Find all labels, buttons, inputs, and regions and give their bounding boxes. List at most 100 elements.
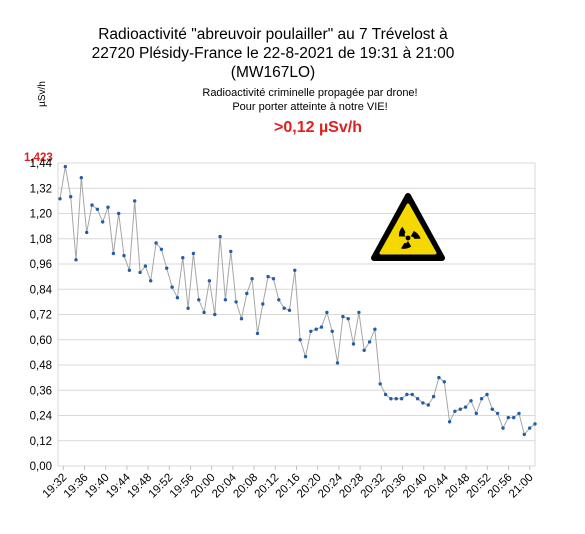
data-point [314, 327, 318, 331]
data-point [85, 230, 89, 235]
data-point [437, 375, 441, 380]
data-point [319, 325, 324, 329]
y-tick-label: 0,24 [30, 411, 53, 423]
data-point [63, 164, 67, 169]
data-point [474, 411, 478, 416]
data-point [373, 327, 377, 331]
y-tick-label: 0,36 [30, 385, 52, 397]
data-point [431, 394, 436, 399]
data-point [341, 314, 345, 319]
threshold-highlight: >0,12 µSv/h [274, 119, 362, 136]
title-line-2: 22720 Plésidy-France le 22-8-2021 de 19:… [92, 45, 455, 62]
data-point [117, 211, 121, 216]
data-point [239, 317, 244, 321]
y-tick-label: 0,84 [30, 284, 53, 296]
data-point [138, 270, 142, 275]
data-point [282, 306, 286, 310]
data-point [506, 415, 510, 420]
data-point [415, 397, 420, 401]
y-axis-ticks: 0,00 0,12 0,24 0,36 0,48 0,60 0,72 0,84 0,96 1,08… [30, 158, 53, 473]
x-axis-ticks: 19:3219:3619:4019:4419:4819:5219:5620:00… [41, 466, 536, 500]
data-point [207, 279, 212, 283]
title-line-3: (MW167LO) [231, 64, 315, 81]
data-point [405, 392, 409, 397]
data-point [330, 329, 334, 333]
data-point [394, 397, 398, 401]
data-point [453, 409, 457, 413]
data-point [277, 298, 281, 302]
data-point [421, 401, 425, 405]
data-point [127, 268, 132, 272]
data-point [181, 256, 185, 260]
data-point [303, 354, 308, 359]
data-point [149, 279, 153, 283]
data-point [447, 420, 452, 424]
data-point [101, 220, 105, 224]
data-point [213, 312, 217, 317]
data-point [410, 392, 414, 397]
y-tick-label: 0,60 [30, 335, 52, 347]
y-tick-label: 1,20 [30, 209, 52, 221]
data-point [293, 268, 297, 272]
y-tick-label: 0,12 [30, 436, 52, 448]
y-axis-label: µSv/h [37, 81, 48, 107]
data-point [165, 266, 169, 270]
data-point [154, 241, 158, 245]
data-point [271, 277, 276, 281]
data-point [351, 342, 356, 346]
data-point [325, 310, 329, 315]
series-group [58, 164, 537, 437]
data-point [335, 361, 340, 365]
data-point [202, 310, 206, 315]
data-point [469, 399, 473, 403]
peak-value-label: 1,423 [24, 152, 53, 164]
data-point [298, 338, 302, 342]
data-point [309, 329, 313, 333]
grid-lines [57, 162, 536, 467]
y-tick-label: 1,08 [30, 234, 52, 246]
data-point [58, 197, 62, 201]
data-point [133, 199, 137, 203]
data-point [517, 411, 521, 416]
data-point [245, 291, 249, 296]
data-point [197, 298, 201, 302]
chart-title: Radioactivité "abreuvoir poulailler" au … [92, 26, 455, 81]
y-tick-label: 0,72 [30, 310, 52, 322]
data-point [159, 247, 164, 251]
data-point [495, 411, 500, 416]
data-point [399, 397, 404, 401]
data-point [111, 251, 116, 256]
data-point [485, 392, 489, 397]
data-point [143, 264, 148, 268]
data-point [378, 382, 382, 386]
subtitle-line-2: Pour porter atteinte à notre VIE! [232, 101, 387, 113]
subtitle-line-1: Radioactivité criminelle propagée par dr… [202, 87, 417, 99]
y-tick-label: 1,44 [30, 158, 53, 170]
data-point [255, 331, 260, 336]
data-point [95, 207, 100, 211]
data-point [79, 176, 84, 180]
data-point [223, 298, 228, 302]
data-point [458, 407, 462, 411]
data-point [522, 432, 526, 437]
data-point [346, 317, 350, 321]
data-point [74, 258, 78, 262]
data-point [533, 422, 537, 426]
data-point [426, 403, 430, 407]
data-point [218, 234, 222, 239]
data-point [234, 300, 238, 304]
title-line-1: Radioactivité "abreuvoir poulailler" au … [98, 26, 448, 43]
data-point [175, 296, 180, 300]
data-point [362, 348, 366, 352]
data-point [122, 253, 126, 258]
data-point [367, 340, 372, 344]
data-point [501, 426, 505, 430]
data-point [528, 426, 532, 430]
data-point [442, 380, 446, 384]
data-point [266, 274, 270, 279]
data-point [357, 310, 361, 315]
data-point [383, 392, 388, 397]
y-tick-label: 0,96 [30, 259, 52, 271]
data-point [261, 302, 265, 306]
